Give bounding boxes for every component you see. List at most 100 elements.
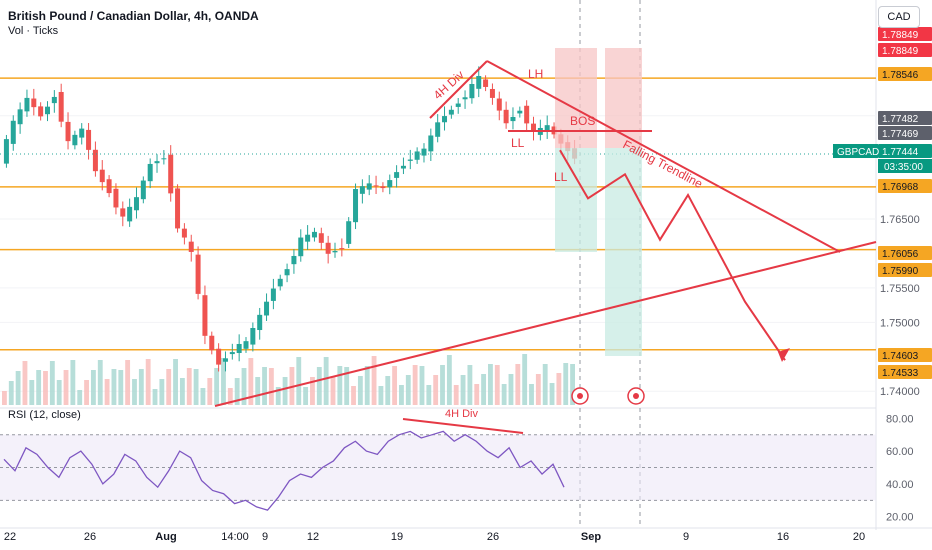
x-tick-label: Sep xyxy=(581,531,601,543)
volume-bar xyxy=(221,358,226,405)
volume-bar xyxy=(22,361,28,405)
candle-body xyxy=(544,125,550,131)
rsi-line xyxy=(3,430,565,511)
candle-body xyxy=(359,186,365,194)
y-tick-label: 1.74000 xyxy=(880,386,920,398)
volume-bar xyxy=(467,365,473,405)
candle-body xyxy=(147,163,153,182)
volume-bar xyxy=(378,386,384,405)
candle-body xyxy=(202,295,208,336)
candle-body xyxy=(250,328,256,345)
candle-body xyxy=(140,180,146,200)
price-badge-label: 1.76056 xyxy=(882,249,919,260)
x-tick-label: 9 xyxy=(683,531,689,543)
price-badge-label: 1.78849 xyxy=(882,30,919,41)
volume-bar xyxy=(29,380,35,405)
candle-body xyxy=(168,154,174,194)
y-tick-label: 1.76500 xyxy=(880,214,920,226)
candle-body xyxy=(24,97,30,112)
divergence-line xyxy=(429,60,488,119)
projection-path xyxy=(559,149,786,361)
volume-bar xyxy=(296,357,302,405)
candle-body xyxy=(311,231,317,238)
volume-bar xyxy=(357,376,363,405)
price-badge xyxy=(878,126,932,140)
price-badge xyxy=(878,144,932,158)
volume-bar xyxy=(570,364,575,405)
symbol-badge xyxy=(833,144,878,158)
volume-bar xyxy=(248,358,254,405)
candle-body xyxy=(298,237,304,257)
volume-bar xyxy=(97,360,103,405)
candle-body xyxy=(503,109,509,124)
volume-bar xyxy=(207,378,213,405)
volume-bar xyxy=(412,365,418,405)
rsi-tick-label: 20.00 xyxy=(886,512,914,524)
volume-bar xyxy=(173,359,178,405)
candle-body xyxy=(524,105,530,124)
volume-bar xyxy=(262,367,267,405)
volume-bar xyxy=(152,389,158,405)
candle-body xyxy=(387,180,393,188)
currency-button[interactable]: CAD xyxy=(878,6,920,28)
volume-bar xyxy=(508,374,514,405)
volume-bar xyxy=(8,381,14,405)
volume-bar xyxy=(179,378,185,405)
price-badge-label: 1.76968 xyxy=(882,182,919,193)
x-tick-label: 19 xyxy=(391,531,403,543)
candle-body xyxy=(209,335,215,351)
volume-label: Vol · Ticks xyxy=(8,25,59,37)
candle-body xyxy=(483,79,489,87)
volume-bar xyxy=(433,375,439,405)
candle-body xyxy=(476,76,482,89)
volume-bar xyxy=(125,360,131,405)
volume-bar xyxy=(275,387,281,405)
volume-bar xyxy=(186,368,192,405)
volume-bar xyxy=(419,366,425,405)
candle-body xyxy=(72,134,78,146)
volume-bar xyxy=(15,371,21,405)
price-badge xyxy=(878,67,932,81)
volume-bar xyxy=(43,371,48,405)
candle-body xyxy=(10,120,16,144)
candle-body xyxy=(400,165,406,169)
candle-body xyxy=(188,241,194,252)
volume-bar xyxy=(90,370,96,405)
candle-body xyxy=(469,84,475,99)
volume-bar xyxy=(241,368,247,405)
candle-body xyxy=(435,122,441,137)
candle-body xyxy=(257,314,263,331)
rsi-divergence-line xyxy=(402,418,524,434)
volume-bar xyxy=(200,388,206,405)
price-badge-label: 1.74603 xyxy=(882,351,919,362)
candle-body xyxy=(79,128,85,138)
candle-body xyxy=(496,98,502,111)
candle-body xyxy=(346,221,352,244)
candle-body xyxy=(161,158,167,160)
countdown-badge xyxy=(878,159,932,173)
candle-body xyxy=(106,179,112,194)
y-tick-label: 1.75500 xyxy=(880,283,920,295)
volume-bar xyxy=(227,388,233,405)
candle-body xyxy=(17,109,23,125)
rsi-label: RSI (12, close) xyxy=(8,409,81,421)
price-badge xyxy=(878,246,932,260)
divergence-label: 4H Div xyxy=(431,68,467,103)
volume-bar xyxy=(344,367,350,405)
rsi-divergence-label: 4H Div xyxy=(445,408,479,420)
volume-bar xyxy=(330,376,336,405)
volume-bar xyxy=(392,366,398,405)
candle-body xyxy=(236,343,242,354)
candle-body xyxy=(332,250,338,253)
volume-bar xyxy=(337,366,343,405)
candle-body xyxy=(65,121,71,142)
x-tick-label: 14:00 xyxy=(221,531,249,543)
rising-trendline xyxy=(214,241,877,407)
volume-bar xyxy=(159,379,165,405)
candle-body xyxy=(489,88,495,98)
x-tick-label: 22 xyxy=(4,531,16,543)
volume-bar xyxy=(84,380,89,405)
candle-body xyxy=(216,348,222,365)
volume-bar xyxy=(132,379,137,405)
